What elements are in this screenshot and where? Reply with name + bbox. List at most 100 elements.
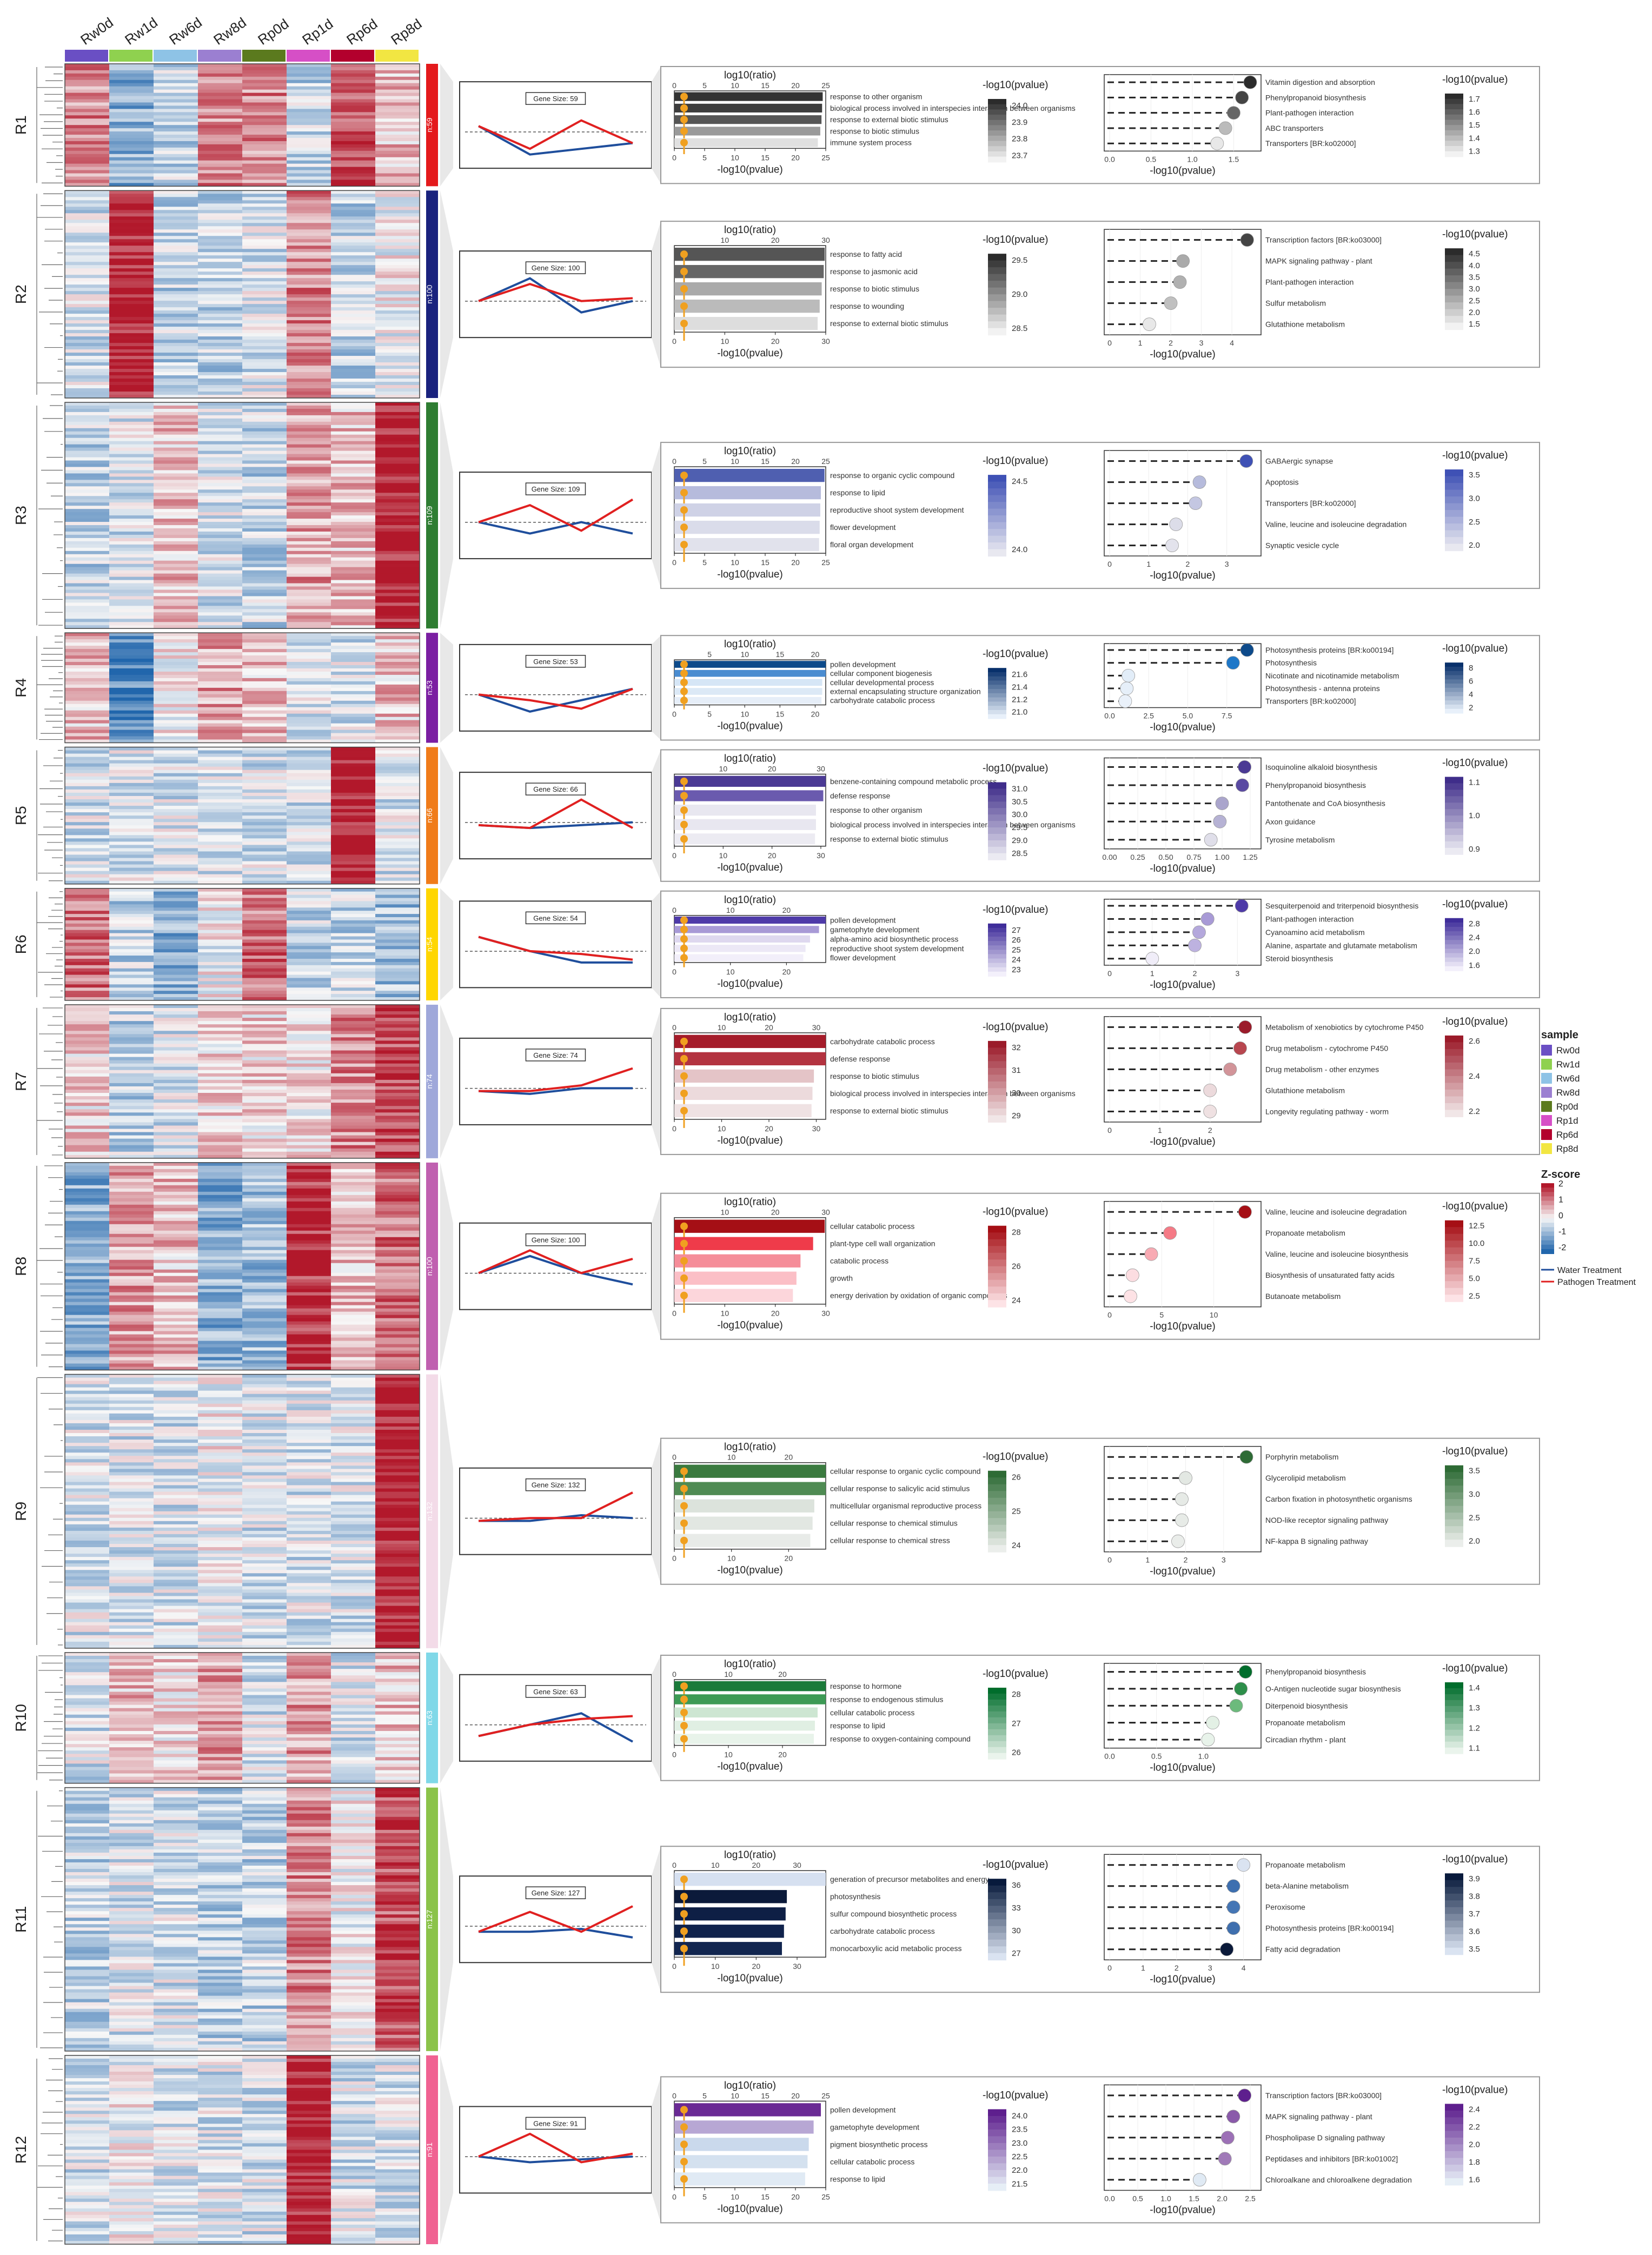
heatmap-cell [287, 506, 331, 509]
heatmap-cell [154, 659, 198, 662]
heatmap-cell [154, 1341, 198, 1345]
heatmap-cell [65, 307, 110, 311]
heatmap-cell [375, 1214, 420, 1218]
heatmap-cell [198, 1165, 243, 1170]
heatmap-cell [331, 1208, 376, 1212]
heatmap-cell [331, 1337, 376, 1342]
heatmap-cell [154, 838, 198, 842]
heatmap-cell [198, 1449, 243, 1453]
heatmap-cell [331, 307, 376, 311]
heatmap-cell [109, 1524, 154, 1528]
kegg-legend-tick: 7.5 [1469, 1257, 1480, 1266]
go-legend-swatch [988, 1545, 1006, 1553]
heatmap-cell [198, 1514, 243, 1518]
heatmap-cell [65, 593, 110, 596]
heatmap-cell [154, 971, 198, 976]
heatmap-cell [287, 1162, 331, 1166]
heatmap-cell [331, 1514, 376, 1518]
heatmap-cell [198, 1018, 243, 1022]
heatmap-cell [375, 1540, 420, 1544]
heatmap-cell [109, 799, 154, 803]
heatmap-cell [109, 907, 154, 911]
heatmap-cell [198, 1469, 243, 1473]
heatmap-cell [65, 1554, 110, 1557]
kegg-legend-tick: 2.8 [1469, 919, 1480, 928]
heatmap-cell [242, 1347, 287, 1351]
heatmap-cell [198, 930, 243, 934]
heatmap-cell [287, 1527, 331, 1531]
kegg-point [1223, 1062, 1237, 1076]
go-ratio-point [680, 792, 688, 800]
heatmap-cell [287, 1374, 331, 1378]
heatmap-cell [375, 79, 420, 84]
go-x-axis-title: -log10(pvalue) [717, 348, 782, 359]
heatmap-cell [331, 933, 376, 937]
heatmap-cell [154, 736, 198, 740]
heatmap-cell [198, 1256, 243, 1261]
heatmap-cell [331, 1129, 376, 1133]
heatmap-cell [287, 434, 331, 439]
heatmap-cell [198, 1037, 243, 1041]
heatmap-cell [65, 1534, 110, 1538]
heatmap-cell [65, 249, 110, 253]
kegg-legend-swatch [1445, 926, 1463, 932]
heatmap-cell [154, 1050, 198, 1054]
heatmap-cell [375, 343, 420, 347]
heatmap-cell [65, 1066, 110, 1071]
heatmap-cell [242, 333, 287, 337]
heatmap-cell [287, 1400, 331, 1404]
heatmap-cell [154, 639, 198, 643]
go-legend-swatch [988, 267, 1006, 275]
heatmap-cell [287, 619, 331, 622]
heatmap-cell [242, 102, 287, 106]
go-legend-swatch [988, 668, 1006, 673]
heatmap-cell [198, 867, 243, 872]
heatmap-cell [287, 1099, 331, 1103]
heatmap-cell [331, 76, 376, 81]
heatmap-cell [109, 431, 154, 435]
heatmap-cell [154, 589, 198, 593]
heatmap-cell [109, 573, 154, 578]
go-bar [674, 468, 825, 482]
heatmap-cell [198, 1453, 243, 1456]
heatmap-cell [65, 1622, 110, 1626]
heatmap-cell [65, 819, 110, 823]
heatmap-cell [242, 835, 287, 839]
heatmap-cell [375, 515, 420, 519]
heatmap-cell [331, 425, 376, 429]
heatmap-cell [109, 930, 154, 934]
heatmap-cell [109, 434, 154, 439]
heatmap-cell [287, 943, 331, 946]
heatmap-cell [109, 405, 154, 409]
heatmap-cell [154, 933, 198, 937]
heatmap-cell [331, 281, 376, 285]
heatmap-cell [375, 431, 420, 435]
heatmap-cell [375, 147, 420, 151]
go-legend-swatch [988, 1095, 1006, 1103]
heatmap-cell [154, 694, 198, 698]
heatmap-cell [109, 747, 154, 751]
heatmap-cell [375, 1381, 420, 1385]
heatmap-cell [154, 877, 198, 881]
go-bottom-tick: 30 [812, 1124, 821, 1133]
heatmap-cell [287, 307, 331, 311]
heatmap-cell [65, 281, 110, 285]
heatmap-cell [375, 141, 420, 145]
pathogen-trend-line [478, 936, 633, 961]
heatmap-cell [65, 210, 110, 214]
heatmap-cell [242, 473, 287, 477]
heatmap-cell [154, 473, 198, 477]
heatmap-cell [287, 147, 331, 151]
heatmap-cell [109, 1416, 154, 1421]
heatmap-cell [198, 76, 243, 81]
heatmap-cell [242, 1459, 287, 1463]
go-top-tick: 10 [740, 650, 749, 659]
heatmap-cell [331, 1122, 376, 1126]
heatmap-cell [109, 1350, 154, 1355]
heatmap-cell [65, 1446, 110, 1450]
heatmap-cell [287, 961, 331, 966]
heatmap-cell [331, 1027, 376, 1031]
heatmap-cell [65, 1416, 110, 1421]
kegg-legend-swatch [1445, 262, 1463, 269]
